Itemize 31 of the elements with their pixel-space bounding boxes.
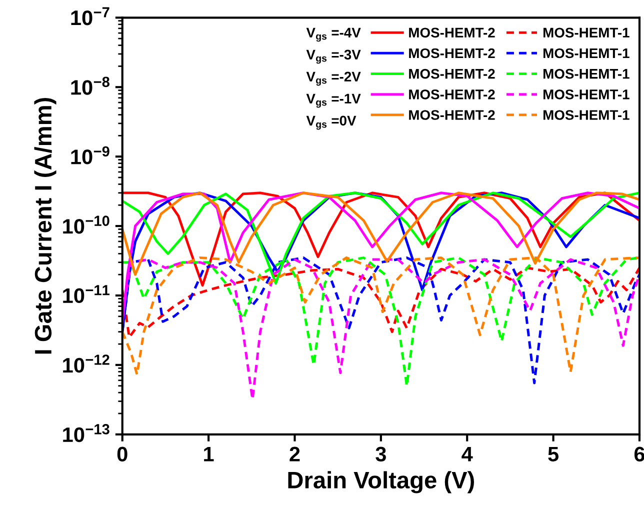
annotation: V$_{gs}$ =0V [306,116,356,130]
legend-label: MOS-HEMT-2 [409,68,495,79]
x-tick-label: 5 [548,446,559,462]
x-tick-label: 1 [204,446,214,462]
x-tick-label: 0 [117,446,128,462]
y-axis-title: I Gate Current I (A/mm) [34,98,56,354]
annotation: V$_{gs}$ =-3V [306,50,361,64]
y-tick-label: 10$^{−9}$ [71,146,110,164]
legend-label: MOS-HEMT-1 [544,48,630,58]
annotation: V$_{gs}$ =-2V [306,72,361,86]
legend-label: MOS-HEMT-1 [544,68,630,79]
y-tick-label: 10$^{−13}$ [63,424,110,442]
legend-label: MOS-HEMT-2 [409,28,495,38]
x-tick-label: 2 [290,446,300,462]
x-tick-label: 3 [376,446,386,462]
line-series [122,266,640,339]
x-axis-title: Drain Voltage (V) [288,471,474,494]
annotation: V$_{gs}$ =-4V [306,28,361,42]
y-tick-label: 10$^{−12}$ [63,354,110,373]
y-tick-label: 10$^{−7}$ [71,7,110,26]
legend-label: MOS-HEMT-1 [544,89,630,100]
x-tick-label: 4 [462,446,473,462]
legend-label: MOS-HEMT-1 [544,110,630,120]
legend-label: MOS-HEMT-1 [544,28,630,38]
legend-label: MOS-HEMT-2 [409,48,495,58]
y-tick-label: 10$^{−10}$ [63,216,110,234]
legend-label: MOS-HEMT-2 [409,110,495,120]
legend-label: MOS-HEMT-2 [409,89,495,100]
y-tick-label: 10$^{−8}$ [71,76,110,95]
y-tick-label: 10$^{−11}$ [63,285,110,304]
annotation: V$_{gs}$ =-1V [306,94,361,108]
